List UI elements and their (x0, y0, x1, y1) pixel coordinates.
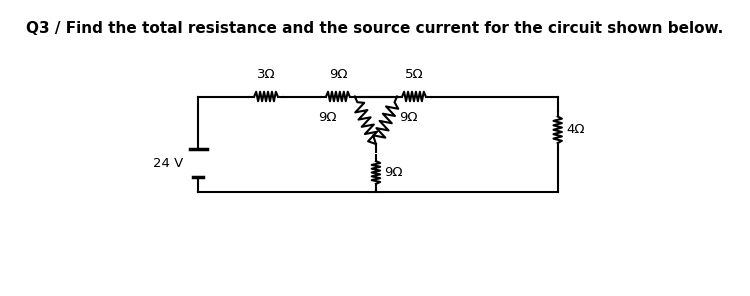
Text: Q3 / Find the total resistance and the source current for the circuit shown belo: Q3 / Find the total resistance and the s… (26, 21, 724, 36)
Text: 9Ω: 9Ω (400, 111, 418, 124)
Text: 24 V: 24 V (153, 157, 183, 170)
Text: 9Ω: 9Ω (384, 166, 403, 179)
Text: 9Ω: 9Ω (318, 111, 336, 124)
Text: 9Ω: 9Ω (328, 68, 347, 81)
Text: 3Ω: 3Ω (256, 68, 275, 81)
Text: 5Ω: 5Ω (405, 68, 423, 81)
Text: 4Ω: 4Ω (566, 123, 584, 136)
